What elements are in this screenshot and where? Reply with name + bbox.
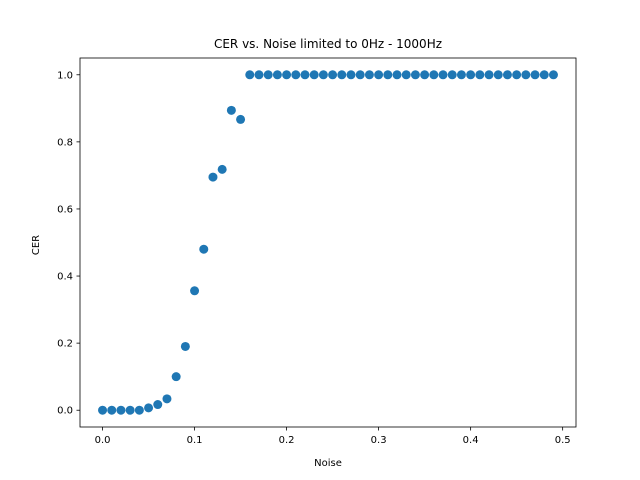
data-point	[539, 70, 549, 80]
x-tick-label: 0.2	[279, 435, 295, 446]
data-point	[208, 172, 218, 182]
data-points	[98, 70, 558, 415]
x-tick-label: 0.4	[463, 435, 479, 446]
y-tick-label: 0.0	[57, 406, 73, 417]
x-axis-label: Noise	[314, 458, 342, 469]
data-point	[484, 70, 494, 80]
data-point	[263, 70, 273, 80]
x-tick-label: 0.3	[371, 435, 387, 446]
data-point	[236, 114, 246, 124]
data-point	[162, 394, 172, 404]
y-tick-label: 0.6	[57, 204, 73, 215]
data-point	[153, 400, 163, 410]
x-tick-label: 0.5	[555, 435, 571, 446]
data-point	[392, 70, 402, 80]
data-point	[521, 70, 531, 80]
data-point	[383, 70, 393, 80]
data-point	[272, 70, 282, 80]
y-axis-label: CER	[31, 235, 42, 255]
data-point	[493, 70, 503, 80]
data-point	[180, 341, 190, 351]
data-point	[364, 70, 374, 80]
data-point	[548, 70, 558, 80]
data-point	[318, 70, 328, 80]
y-tick-label: 0.4	[57, 272, 73, 283]
data-point	[466, 70, 476, 80]
x-axis-ticks: 0.0 0.1 0.2 0.3 0.4 0.5	[95, 427, 571, 446]
chart-title: CER vs. Noise limited to 0Hz - 1000Hz	[214, 37, 442, 51]
x-tick-label: 0.1	[187, 435, 203, 446]
data-point	[254, 70, 264, 80]
data-point	[410, 70, 420, 80]
data-point	[107, 405, 117, 415]
data-point	[300, 70, 310, 80]
data-point	[291, 70, 301, 80]
data-point	[245, 70, 255, 80]
data-point	[282, 70, 292, 80]
data-point	[144, 403, 154, 413]
data-point	[456, 70, 466, 80]
data-point	[401, 70, 411, 80]
data-point	[346, 70, 356, 80]
axes-frame	[79, 57, 577, 428]
data-point	[530, 70, 540, 80]
data-point	[447, 70, 457, 80]
data-point	[98, 405, 108, 415]
data-point	[171, 372, 181, 382]
x-tick-label: 0.0	[95, 435, 111, 446]
y-axis-ticks: 0.0 0.2 0.4 0.6 0.8 1.0	[57, 70, 80, 417]
data-point	[475, 70, 485, 80]
data-point	[226, 105, 236, 115]
y-tick-label: 1.0	[57, 70, 73, 81]
data-point	[190, 286, 200, 296]
data-point	[217, 164, 227, 174]
data-point	[438, 70, 448, 80]
data-point	[502, 70, 512, 80]
data-point	[199, 244, 209, 254]
data-point	[328, 70, 338, 80]
data-point	[125, 405, 135, 415]
data-point	[355, 70, 365, 80]
data-point	[116, 405, 126, 415]
data-point	[337, 70, 347, 80]
data-point	[134, 405, 144, 415]
y-tick-label: 0.8	[57, 137, 73, 148]
data-point	[374, 70, 384, 80]
data-point	[512, 70, 522, 80]
y-tick-label: 0.2	[57, 339, 73, 350]
data-point	[420, 70, 430, 80]
data-point	[429, 70, 439, 80]
data-point	[309, 70, 319, 80]
